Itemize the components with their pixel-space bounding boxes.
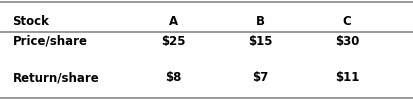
- Text: B: B: [256, 15, 265, 28]
- Text: $7: $7: [252, 71, 268, 84]
- Text: Price/share: Price/share: [12, 35, 88, 48]
- Text: $25: $25: [161, 35, 186, 48]
- Text: $30: $30: [335, 35, 359, 48]
- Text: $15: $15: [248, 35, 273, 48]
- Text: $11: $11: [335, 71, 359, 84]
- Text: A: A: [169, 15, 178, 28]
- Text: $8: $8: [165, 71, 182, 84]
- Text: Return/share: Return/share: [12, 71, 99, 84]
- Text: Stock: Stock: [12, 15, 49, 28]
- Text: C: C: [342, 15, 351, 28]
